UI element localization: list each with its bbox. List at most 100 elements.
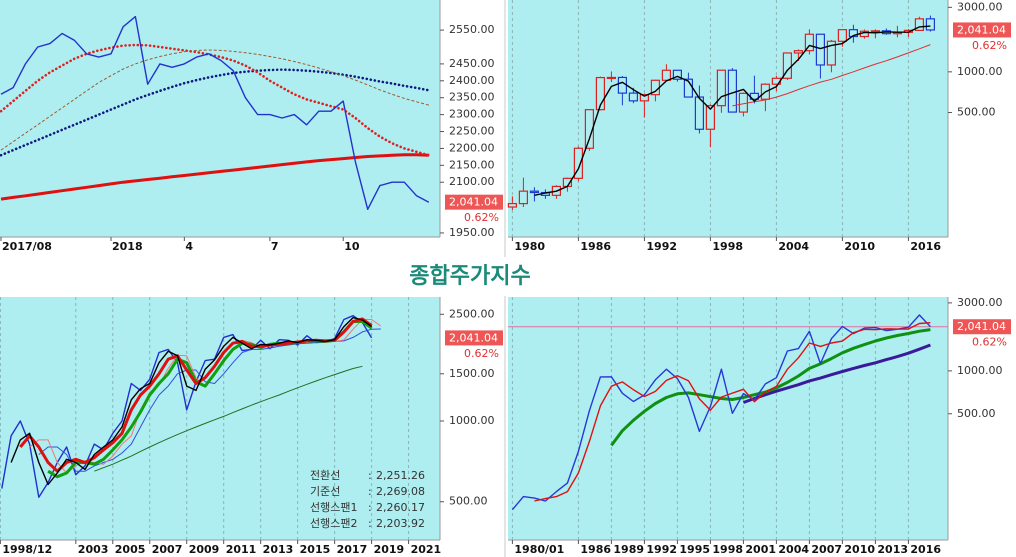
x-tick-label: 2013 [877, 543, 908, 556]
readout-value: 2,269.08 [376, 485, 425, 498]
y-tick-label: 1500.00 [449, 367, 495, 380]
candle-body [826, 40, 837, 66]
x-tick-label: 2010 [844, 240, 875, 253]
x-tick-label: 1980 [514, 240, 545, 253]
candle-body [639, 94, 650, 102]
readout-separator: : [368, 485, 372, 498]
last-price-box [953, 319, 1011, 335]
candle-body [606, 76, 617, 80]
y-tick-label: 3000.00 [957, 296, 1003, 309]
series-line [0, 43, 431, 157]
x-tick-label: 2013 [263, 543, 294, 556]
candle-body [507, 202, 517, 208]
series-line [732, 44, 931, 107]
y-tick-label: 1000.00 [957, 364, 1003, 377]
candle-body [518, 190, 529, 205]
x-tick-label: 2004 [778, 543, 809, 556]
readout-separator: : [368, 501, 372, 514]
x-tick-label: 2016 [910, 240, 941, 253]
readout-value: 2,260.17 [376, 501, 425, 514]
x-tick-label: 2015 [300, 543, 331, 556]
page-title: 종합주가지수 [409, 263, 530, 289]
candle-body [617, 76, 628, 94]
x-tick-label: 2017 [337, 543, 368, 556]
x-tick-label: 1989 [613, 543, 644, 556]
x-tick-label: 2010 [844, 543, 875, 556]
x-tick-label: 1995 [679, 543, 710, 556]
x-tick-label: 10 [344, 240, 360, 253]
x-tick-label: 1992 [646, 543, 677, 556]
readout-name: 선행스팬2 [310, 517, 357, 530]
series-line [0, 68, 431, 157]
readout-value: 2,203.92 [376, 517, 425, 530]
series-line [0, 153, 429, 201]
y-tick-label: 2200.00 [449, 141, 495, 154]
x-tick-label: 2001 [745, 543, 776, 556]
candle-body [694, 96, 705, 130]
x-tick-label: 1986 [580, 543, 611, 556]
candle-body [870, 30, 881, 33]
series-line [742, 343, 931, 404]
x-tick-label: 2011 [226, 543, 257, 556]
x-tick-label: 1986 [580, 240, 611, 253]
candle-body [584, 109, 595, 149]
candle-body [595, 76, 606, 111]
y-tick-label: 1000.00 [957, 65, 1003, 78]
y-tick-label: 2550.00 [449, 23, 495, 36]
candle-body [848, 29, 859, 38]
y-tick-label: 2150.00 [449, 158, 495, 171]
change-label: 0.62% [464, 211, 499, 224]
readout-separator: : [368, 517, 372, 530]
y-tick-label: 500.00 [957, 407, 996, 420]
series-line [94, 365, 363, 472]
last-price-label: 2,041.04 [957, 23, 1006, 36]
candle-body [804, 33, 815, 52]
y-tick-label: 2100.00 [449, 175, 495, 188]
y-tick-label: 2250.00 [449, 125, 495, 138]
series-line [10, 316, 373, 486]
x-tick-label: 1998 [712, 240, 743, 253]
candle-body [925, 18, 936, 31]
panel-background [508, 0, 948, 237]
x-tick-label: 1998/12 [2, 543, 52, 556]
candle-body [793, 50, 804, 54]
y-tick-label: 500.00 [957, 106, 996, 119]
x-tick-label: 2009 [189, 543, 220, 556]
change-label: 0.62% [972, 39, 1007, 52]
last-price-label: 2,041.04 [449, 331, 498, 344]
change-label: 0.62% [972, 336, 1007, 349]
candle-body [661, 69, 672, 81]
candle-body [628, 92, 639, 102]
y-tick-label: 2450.00 [449, 57, 495, 70]
y-tick-label: 2500.00 [449, 307, 495, 320]
candle-body [815, 33, 826, 66]
y-tick-label: 2300.00 [449, 108, 495, 121]
candle-body [705, 105, 716, 130]
readout-separator: : [368, 469, 372, 482]
x-tick-label: 2005 [115, 543, 146, 556]
candle-body [529, 190, 540, 194]
series-line [0, 49, 429, 151]
last-price-box [445, 330, 503, 346]
x-tick-label: 2004 [778, 240, 809, 253]
candle-body [914, 18, 925, 31]
last-price-box [953, 22, 1011, 38]
candle-body [573, 147, 584, 179]
readout-name: 전환선 [310, 469, 340, 482]
y-tick-label: 2400.00 [449, 74, 495, 87]
x-tick-label: 2019 [374, 543, 405, 556]
last-price-label: 2,041.04 [957, 320, 1006, 333]
y-tick-label: 2350.00 [449, 91, 495, 104]
x-tick-label: 2018 [112, 240, 143, 253]
x-tick-label: 2016 [910, 543, 941, 556]
series-line [534, 322, 931, 502]
x-tick-label: 2007 [152, 543, 183, 556]
x-tick-label: 7 [271, 240, 279, 253]
x-tick-label: 4 [185, 240, 193, 253]
candle-body [738, 92, 749, 113]
candle-body [837, 29, 848, 42]
last-price-label: 2,041.04 [449, 196, 498, 209]
y-tick-label: 3000.00 [957, 0, 1003, 13]
series-line [0, 15, 430, 210]
